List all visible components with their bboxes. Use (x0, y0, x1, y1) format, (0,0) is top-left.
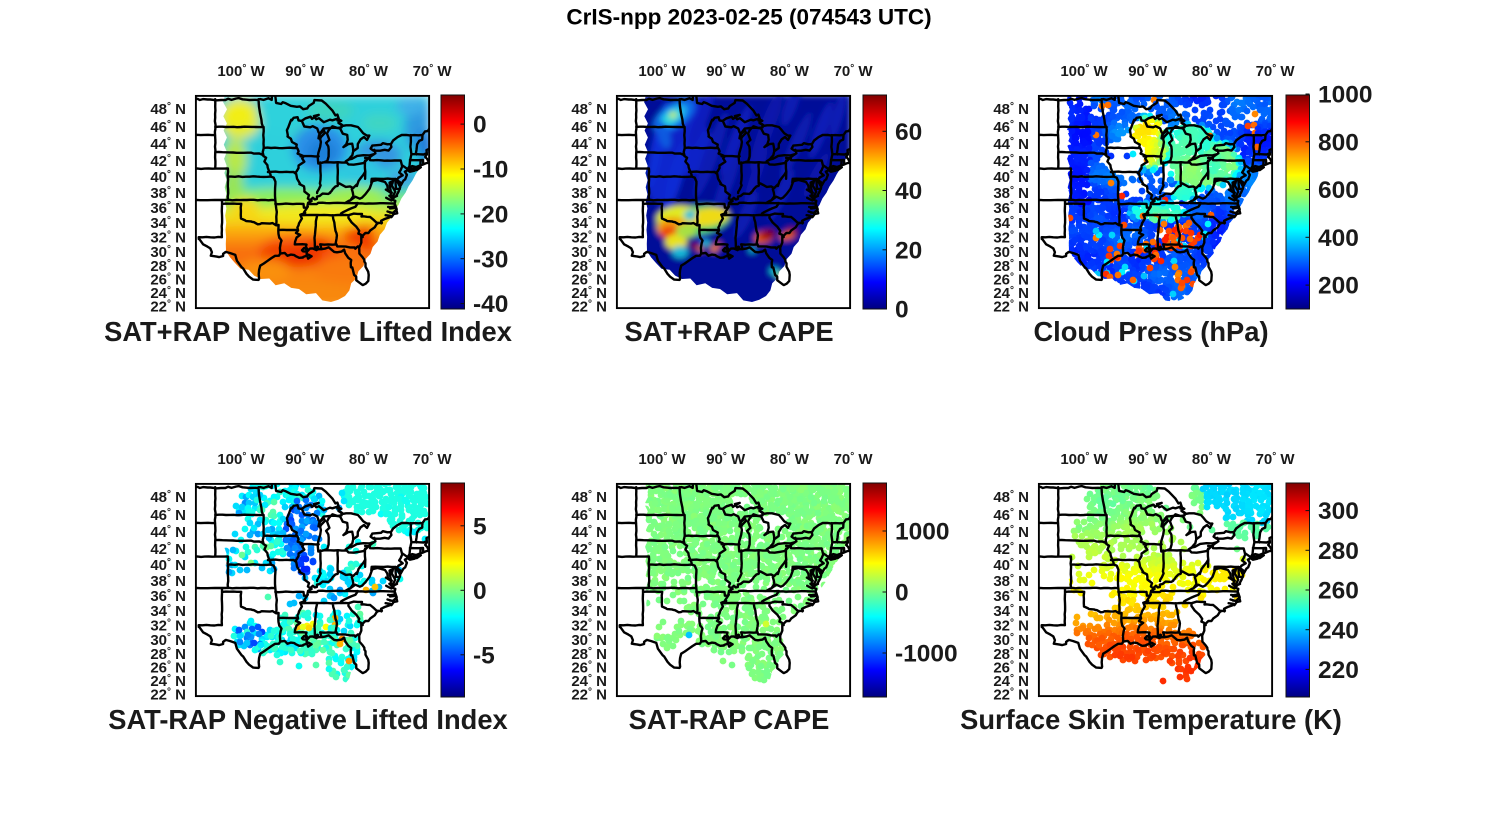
svg-text:220: 220 (1318, 657, 1359, 684)
svg-text:1000: 1000 (1318, 82, 1373, 109)
svg-text:260: 260 (1318, 578, 1359, 605)
svg-text:Surface Skin Temperature (K): Surface Skin Temperature (K) (960, 704, 1342, 735)
svg-text:1000: 1000 (895, 519, 950, 546)
svg-text:240: 240 (1318, 617, 1359, 644)
svg-text:SAT-RAP CAPE: SAT-RAP CAPE (629, 704, 830, 735)
svg-text:-1000: -1000 (895, 641, 958, 668)
svg-text:40: 40 (895, 178, 922, 205)
svg-text:5: 5 (473, 513, 487, 540)
svg-text:600: 600 (1318, 177, 1359, 204)
svg-text:0: 0 (473, 112, 487, 139)
svg-text:0: 0 (473, 578, 487, 605)
svg-text:20: 20 (895, 237, 922, 264)
svg-text:SAT+RAP CAPE: SAT+RAP CAPE (624, 316, 833, 347)
svg-text:400: 400 (1318, 225, 1359, 252)
svg-text:SAT-RAP Negative Lifted Index: SAT-RAP Negative Lifted Index (108, 704, 507, 735)
svg-text:300: 300 (1318, 498, 1359, 525)
svg-text:Cloud Press (hPa): Cloud Press (hPa) (1033, 316, 1268, 347)
svg-text:-40: -40 (473, 291, 508, 318)
svg-text:800: 800 (1318, 129, 1359, 156)
svg-text:280: 280 (1318, 538, 1359, 565)
svg-text:SAT+RAP Negative Lifted Index: SAT+RAP Negative Lifted Index (104, 316, 512, 347)
svg-text:200: 200 (1318, 273, 1359, 300)
svg-text:CrIS-npp 2023-02-25 (074543 UT: CrIS-npp 2023-02-25 (074543 UTC) (566, 5, 931, 30)
svg-text:-30: -30 (473, 246, 508, 273)
svg-text:0: 0 (895, 297, 909, 324)
svg-text:-20: -20 (473, 202, 508, 229)
svg-text:-5: -5 (473, 642, 495, 669)
svg-text:60: 60 (895, 119, 922, 146)
svg-text:-10: -10 (473, 157, 508, 184)
svg-text:0: 0 (895, 580, 909, 607)
